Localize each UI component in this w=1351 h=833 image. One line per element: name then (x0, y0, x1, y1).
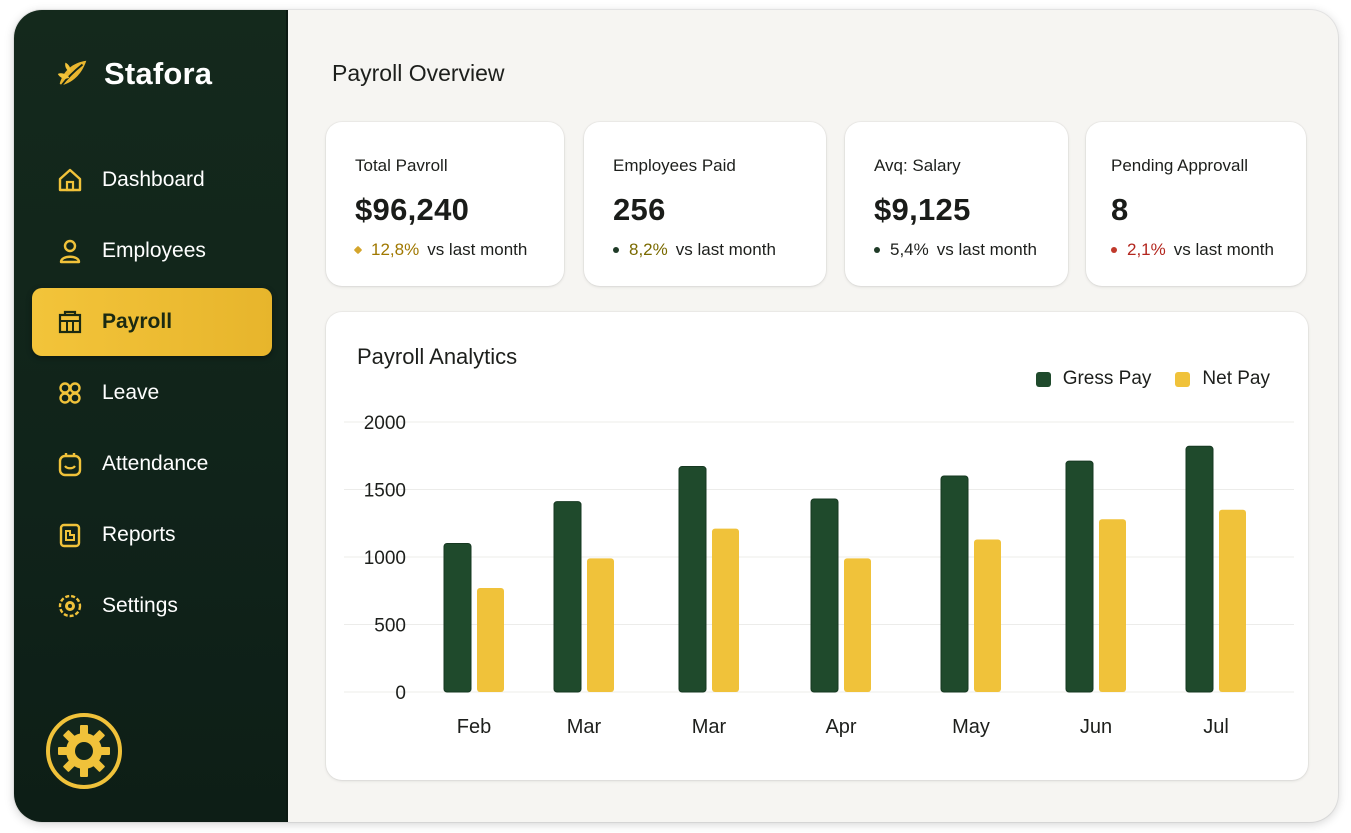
bar-gross-pay (810, 498, 839, 693)
bar-gross-pay (940, 475, 969, 693)
bar-net-pay (587, 558, 614, 692)
x-tick-label: May (952, 716, 990, 738)
y-tick-label: 1000 (364, 548, 406, 569)
brand-name: Stafora (104, 56, 213, 91)
stat-change: 8,2% vs last month (613, 240, 776, 260)
sidebar-item-dashboard[interactable]: Dashboard (32, 146, 272, 214)
bar-net-pay (844, 558, 871, 692)
stat-change-percent: 5,4% (890, 240, 929, 259)
bar-net-pay (477, 588, 504, 692)
y-tick-label: 2000 (364, 413, 406, 434)
stat-value: $96,240 (355, 192, 470, 227)
stat-card-employees-paid[interactable]: Employees Paid 256 8,2% vs last month (584, 122, 826, 286)
trend-dot-icon (1111, 247, 1117, 253)
y-tick-label: 500 (374, 616, 406, 637)
stat-change: 12,8% vs last month (353, 240, 528, 260)
stat-change-suffix: vs last month (1173, 240, 1274, 259)
bar-gross-pay (1065, 460, 1094, 693)
x-tick-label: Jul (1203, 716, 1229, 738)
sidebar-item-settings[interactable]: Settings (32, 572, 272, 640)
trend-dot-icon (874, 247, 880, 253)
sidebar-item-label: Dashboard (102, 168, 205, 191)
sidebar-item-label: Settings (102, 594, 178, 617)
stat-change: 5,4% vs last month (874, 240, 1037, 260)
home-icon (58, 168, 82, 192)
bar-net-pay (712, 528, 739, 692)
bar-net-pay (1099, 519, 1126, 692)
reports-icon (59, 523, 81, 548)
stat-value: 8 (1111, 192, 1129, 227)
stat-change: 2,1% vs last month (1111, 240, 1274, 260)
page-title: Payroll Overview (332, 60, 505, 86)
stat-change-percent: 2,1% (1127, 240, 1166, 259)
legend-label: Gress Pay (1062, 368, 1152, 389)
bar-gross-pay (443, 543, 472, 693)
sidebar-item-label: Reports (102, 523, 176, 546)
stat-change-suffix: vs last month (675, 240, 776, 259)
stat-change-percent: 12,8% (371, 240, 420, 259)
x-tick-label: Mar (567, 716, 602, 738)
stat-label: Pending Approvall (1111, 156, 1249, 175)
x-tick-label: Mar (692, 716, 727, 738)
y-tick-label: 0 (395, 683, 406, 704)
chart-title: Payroll Analytics (357, 344, 518, 369)
stat-label: Total Pavroll (355, 156, 448, 175)
chart-legend: Gress Pay Net Pay (1035, 368, 1270, 390)
payroll-icon (58, 310, 82, 334)
legend-item-net-pay[interactable]: Net Pay (1175, 368, 1270, 390)
bar-chart: 2000 1500 1000 500 0 Feb Mar Mar Apr May Jun Jul (344, 413, 1294, 738)
stat-value: 256 (613, 192, 666, 227)
legend-swatch (1175, 371, 1191, 387)
settings-icon (58, 594, 82, 618)
stat-card-avg-salary[interactable]: Avq: Salary $9,125 5,4% vs last month (845, 122, 1068, 286)
x-tick-label: Apr (825, 716, 856, 738)
bar-gross-pay (553, 501, 582, 693)
sidebar-nav: Dashboard Employees Payroll (32, 146, 272, 643)
stat-label: Employees Paid (613, 156, 736, 175)
sidebar: Stafora Dashboard Employees (14, 10, 288, 822)
attendance-icon (58, 453, 82, 477)
sidebar-item-leave[interactable]: Leave (32, 359, 272, 427)
stat-change-suffix: vs last month (427, 240, 528, 259)
gear-icon[interactable] (44, 711, 124, 791)
sidebar-item-employees[interactable]: Employees (32, 217, 272, 285)
main-content: Payroll Overview Total Pavroll $96,240 1… (288, 10, 1338, 822)
bar-net-pay (974, 539, 1001, 692)
stat-change-suffix: vs last month (936, 240, 1037, 259)
brand[interactable]: Stafora (54, 54, 212, 94)
bar-gross-pay (1185, 445, 1214, 693)
app-window: Stafora Dashboard Employees (14, 10, 1338, 822)
sidebar-item-label: Payroll (102, 310, 173, 333)
bar-gross-pay (678, 466, 707, 693)
user-icon (59, 239, 81, 264)
stat-card-total-payroll[interactable]: Total Pavroll $96,240 12,8% vs last mont… (326, 122, 564, 286)
stat-label: Avq: Salary (874, 156, 961, 175)
sidebar-item-label: Leave (102, 381, 160, 404)
sidebar-item-payroll[interactable]: Payroll (32, 288, 272, 356)
sidebar-item-attendance[interactable]: Attendance (32, 430, 272, 498)
trend-dot-icon (613, 247, 619, 253)
legend-item-gross-pay[interactable]: Gress Pay (1035, 368, 1152, 390)
sidebar-item-label: Attendance (102, 452, 209, 475)
leave-icon (59, 382, 81, 404)
sidebar-item-label: Employees (102, 239, 206, 262)
leaf-logo-icon (57, 60, 87, 86)
payroll-analytics-card: Payroll Analytics Gress Pay Net Pay 2000… (326, 312, 1308, 780)
legend-swatch (1035, 371, 1051, 387)
legend-label: Net Pay (1202, 368, 1270, 389)
y-tick-label: 1500 (364, 481, 406, 502)
sidebar-item-reports[interactable]: Reports (32, 501, 272, 569)
trend-dot-icon (353, 245, 363, 255)
stat-change-percent: 8,2% (629, 240, 668, 259)
x-tick-label: Jun (1080, 716, 1112, 738)
bar-net-pay (1219, 509, 1246, 692)
x-tick-label: Feb (457, 716, 491, 738)
stat-card-pending-approval[interactable]: Pending Approvall 8 2,1% vs last month (1086, 122, 1306, 286)
stat-value: $9,125 (874, 192, 971, 227)
